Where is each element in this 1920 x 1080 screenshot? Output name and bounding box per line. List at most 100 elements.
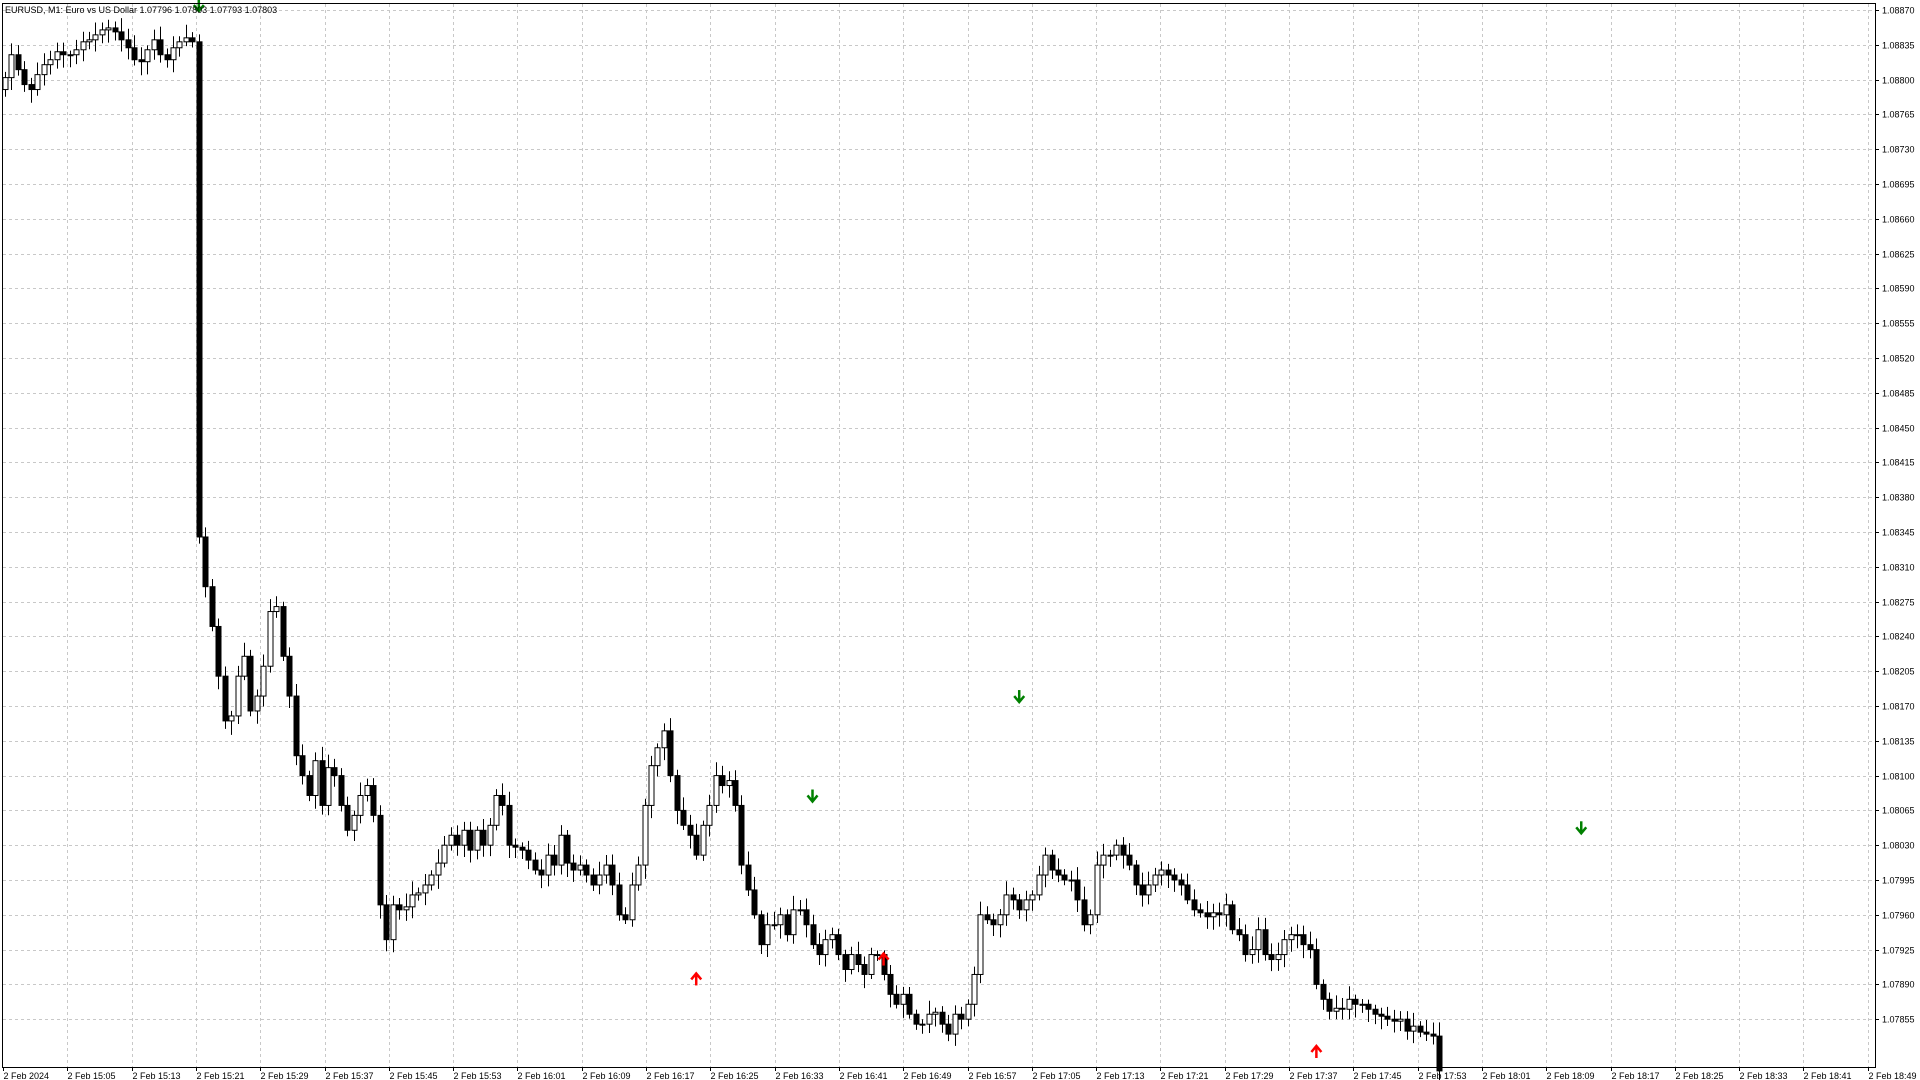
bear-candle-body [131, 47, 138, 61]
bear-candle-body [222, 675, 229, 722]
bull-candle-body [932, 1011, 939, 1015]
bull-candle-body [726, 780, 733, 787]
bear-candle-body [1262, 929, 1269, 956]
bull-candle-body [176, 41, 183, 49]
bear-candle-body [570, 862, 577, 871]
bear-candle-body [693, 834, 700, 856]
bull-candle-body [1397, 1018, 1404, 1022]
bull-candle-body [1036, 874, 1043, 896]
bear-candle-body [906, 993, 913, 1015]
bear-candle-body [622, 914, 629, 921]
bear-candle-body [1391, 1018, 1398, 1022]
bear-candle-body [887, 973, 894, 995]
bull-candle-body [1346, 998, 1353, 1010]
bear-candle-body [1430, 1033, 1437, 1037]
bull-candle-body [635, 864, 642, 886]
bull-candle-body [8, 54, 15, 79]
bear-candle-body [1229, 904, 1236, 931]
bull-candle-body [965, 1003, 972, 1020]
arrow-head [1575, 826, 1588, 836]
arrow-head [690, 971, 703, 981]
bear-candle-body [1133, 864, 1140, 886]
time-tick-label: 2 Feb 15:05 [68, 1071, 116, 1080]
time-tick-label: 2 Feb 18:01 [1483, 1071, 1531, 1080]
price-tick-label: 1.08100 [1882, 772, 1915, 782]
time-tick-label: 2 Feb 15:37 [326, 1071, 374, 1080]
bull-candle-body [1249, 949, 1256, 956]
bull-candle-body [642, 804, 649, 866]
bull-candle-body [797, 909, 804, 912]
buy-arrow-icon [1310, 1044, 1323, 1059]
bull-candle-body [1410, 1025, 1417, 1032]
plot-frame [2, 3, 1876, 1068]
bull-candle-body [357, 794, 364, 816]
price-tick-label: 1.08765 [1882, 110, 1915, 120]
bear-candle-body [1365, 1003, 1372, 1010]
bull-candle-body [997, 914, 1004, 926]
bear-candle-body [1061, 874, 1068, 881]
time-tick-label: 2 Feb 15:13 [133, 1071, 181, 1080]
bear-candle-body [202, 536, 209, 588]
price-axis[interactable]: 1.08870 1.08835 1.08800 1.08765 1.08730 1.086… [1875, 6, 1915, 1025]
price-tick-label: 1.08660 [1882, 215, 1915, 225]
price-tick-label: 1.08870 [1882, 6, 1915, 16]
price-tick-label: 1.08695 [1882, 180, 1915, 190]
price-tick-label: 1.08555 [1882, 319, 1915, 329]
time-tick-label: 2 Feb 16:25 [711, 1071, 759, 1080]
time-tick-label: 2 Feb 15:45 [390, 1071, 438, 1080]
bear-candle-body [583, 864, 590, 876]
bull-candle-body [952, 1013, 959, 1035]
bull-candle-body [487, 824, 494, 846]
bull-candle-body [235, 675, 242, 717]
bull-candle-body [493, 794, 500, 826]
bear-candle-body [247, 655, 254, 712]
bear-candle-body [15, 54, 22, 71]
bull-candle-body [558, 834, 565, 866]
bull-candle-body [34, 74, 41, 91]
bear-candle-body [1307, 944, 1314, 951]
bull-candle-body [1359, 1003, 1366, 1006]
price-tick-label: 1.07855 [1882, 1015, 1915, 1025]
time-tick-label: 2 Feb 18:33 [1740, 1071, 1788, 1080]
bull-candle-body [390, 904, 397, 941]
bull-candle-body [364, 785, 371, 796]
bear-candle-body [1242, 934, 1249, 956]
price-tick-label: 1.08835 [1882, 41, 1915, 51]
bear-candle-body [1313, 949, 1320, 985]
bear-candle-body [512, 844, 519, 848]
bear-candle-body [286, 655, 293, 697]
bull-candle-body [1281, 939, 1288, 956]
bear-candle-body [1120, 844, 1127, 856]
bull-candle-body [1152, 874, 1159, 886]
bear-candle-body [1184, 884, 1191, 901]
bull-candle-body [435, 862, 442, 876]
bull-candle-body [1023, 899, 1030, 911]
time-tick-label: 2 Feb 17:13 [1097, 1071, 1145, 1080]
bear-candle-body [280, 606, 287, 657]
bull-candle-body [312, 760, 319, 796]
bear-candle-body [1417, 1025, 1424, 1033]
bull-candle-body [73, 49, 80, 56]
time-axis[interactable]: 2 Feb 2024 2 Feb 15:05 2 Feb 15:13 2 Feb 15… [3, 1067, 1917, 1080]
bear-candle-body [1204, 912, 1211, 918]
bull-candle-body [1210, 912, 1217, 918]
candlestick-series [2, 18, 1443, 1080]
bear-candle-body [338, 775, 345, 806]
bear-candle-body [1055, 869, 1062, 876]
bull-candle-body [41, 64, 48, 76]
bear-candle-body [1372, 1008, 1379, 1015]
bear-candle-body [209, 586, 216, 627]
bull-candle-body [448, 834, 455, 846]
time-tick-label: 2 Feb 17:37 [1290, 1071, 1338, 1080]
bear-candle-body [377, 814, 384, 906]
buy-arrow-icon [690, 971, 703, 986]
bear-candle-body [396, 904, 403, 911]
time-tick-label: 2 Feb 16:41 [840, 1071, 888, 1080]
bull-candle-body [403, 906, 410, 911]
price-tick-label: 1.08520 [1882, 354, 1915, 364]
bull-candle-body [764, 924, 771, 946]
bear-candle-body [687, 824, 694, 836]
bear-candle-body [138, 59, 145, 63]
bear-candle-body [939, 1011, 946, 1025]
